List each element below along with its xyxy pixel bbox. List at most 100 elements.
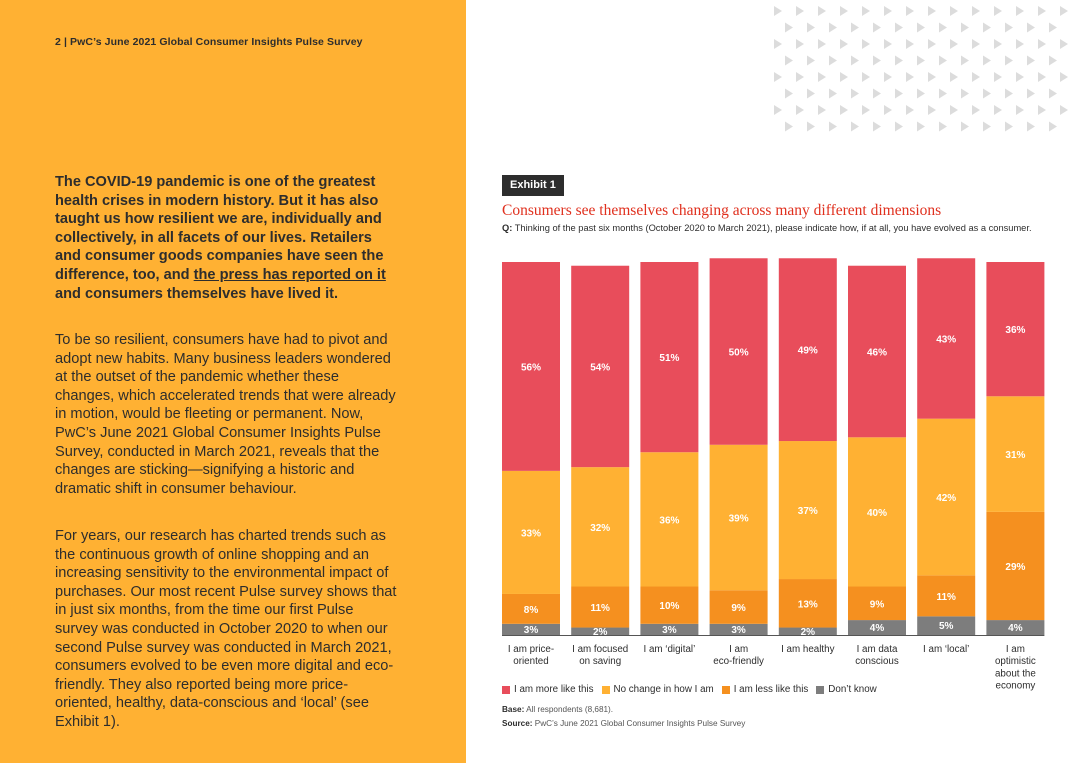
pattern-triangle [994, 105, 1002, 115]
legend-item: Don’t know [816, 684, 877, 695]
bar-segment-nochange [848, 437, 906, 587]
chart-legend: I am more like this No change in how I am… [502, 684, 877, 695]
pattern-triangle [774, 72, 782, 82]
pattern-triangle [906, 6, 914, 16]
bar-segment-nochange [778, 441, 837, 580]
pattern-triangle [972, 6, 980, 16]
data-label: 46% [867, 348, 887, 359]
source-note: Source: PwC’s June 2021 Global Consumer … [502, 719, 745, 728]
pattern-triangle [950, 39, 958, 49]
question-text: Thinking of the past six months (October… [512, 223, 1032, 233]
pattern-triangle [928, 6, 936, 16]
pattern-triangle [884, 39, 892, 49]
pattern-triangle [884, 105, 892, 115]
pattern-triangle [961, 22, 969, 33]
bar-segment-more [502, 262, 560, 471]
pattern-triangle [917, 55, 925, 66]
triangle-pattern [774, 6, 1068, 132]
pattern-triangle [1038, 105, 1046, 115]
data-label: 13% [798, 599, 818, 610]
bar-segment-less [986, 511, 1045, 621]
pattern-triangle [972, 105, 980, 115]
pattern-triangle [895, 22, 903, 33]
bar-segment-less [917, 575, 976, 617]
legend-label: I am more like this [514, 684, 594, 695]
pattern-triangle [829, 88, 837, 99]
chart-title: Consumers see themselves changing across… [502, 202, 942, 219]
bar-segment-more [709, 258, 768, 445]
legend-swatch [721, 685, 730, 694]
pattern-triangle [895, 55, 903, 66]
pattern-triangle [774, 39, 782, 49]
press-link[interactable]: the press has reported on it [193, 266, 386, 283]
bar-segment-more [778, 258, 837, 442]
pattern-triangle [1027, 55, 1035, 66]
pattern-triangle [851, 88, 859, 99]
bar-segment-more [640, 262, 699, 453]
source-label: Source: [502, 719, 533, 728]
pattern-triangle [917, 121, 925, 132]
bar-segment-less [502, 593, 560, 624]
category-label: I am data conscious [855, 644, 899, 667]
pattern-triangle [906, 39, 914, 49]
data-label: 10% [659, 601, 679, 612]
legend-item: I am more like this [502, 684, 594, 695]
pattern-triangle [895, 121, 903, 132]
data-label: 9% [731, 603, 746, 614]
pattern-triangle [950, 72, 958, 82]
pattern-triangle [950, 105, 958, 115]
pattern-triangle [785, 22, 793, 33]
category-label: I am eco-friendly [713, 644, 764, 667]
pattern-triangle [939, 22, 947, 33]
pattern-triangle [983, 88, 991, 99]
bar-segment-nochange [986, 396, 1045, 512]
pattern-triangle [796, 39, 804, 49]
pattern-triangle [829, 121, 837, 132]
bar-segment-dontknow [917, 616, 976, 635]
pattern-triangle [1060, 105, 1068, 115]
pattern-triangle [1038, 72, 1046, 82]
data-label: 4% [1008, 623, 1023, 634]
data-label: 2% [801, 627, 816, 638]
base-label: Base: [502, 705, 525, 714]
data-label: 8% [524, 605, 539, 616]
pattern-triangle [961, 55, 969, 66]
category-label: I am ‘digital’ [644, 644, 696, 655]
pattern-triangle [1016, 105, 1024, 115]
category-label: I am healthy [781, 644, 834, 655]
pattern-triangle [961, 88, 969, 99]
pattern-triangle [1027, 121, 1035, 132]
pattern-triangle [950, 6, 958, 16]
bar-segment-nochange [709, 444, 768, 591]
bar-segment-less [571, 586, 630, 628]
data-label: 32% [590, 523, 610, 534]
legend-item: No change in how I am [601, 684, 714, 695]
pattern-triangle [1005, 55, 1013, 66]
data-label: 11% [590, 603, 610, 614]
legend-label: I am less like this [733, 684, 809, 695]
pattern-triangle [862, 105, 870, 115]
data-label: 56% [521, 362, 541, 373]
pattern-triangle [895, 88, 903, 99]
pattern-triangle [1060, 72, 1068, 82]
category-label: I am focused on saving [572, 644, 628, 667]
bar-segment-dontknow [502, 623, 560, 635]
pattern-triangle [928, 72, 936, 82]
pattern-triangle [851, 55, 859, 66]
data-label: 2% [593, 627, 608, 638]
pattern-triangle [862, 39, 870, 49]
pattern-triangle [994, 72, 1002, 82]
category-label: I am price-oriented [508, 644, 554, 667]
data-label: 9% [870, 599, 885, 610]
pattern-triangle [807, 55, 815, 66]
legend-swatch [502, 685, 510, 694]
base-text: All respondents (8,681). [524, 705, 614, 714]
pattern-triangle [818, 105, 826, 115]
bar-segment-more [917, 258, 976, 419]
data-label: 36% [1005, 325, 1025, 336]
data-label: 42% [936, 493, 956, 504]
pattern-triangle [983, 121, 991, 132]
data-label: 29% [1005, 562, 1025, 573]
pattern-triangle [1005, 121, 1013, 132]
